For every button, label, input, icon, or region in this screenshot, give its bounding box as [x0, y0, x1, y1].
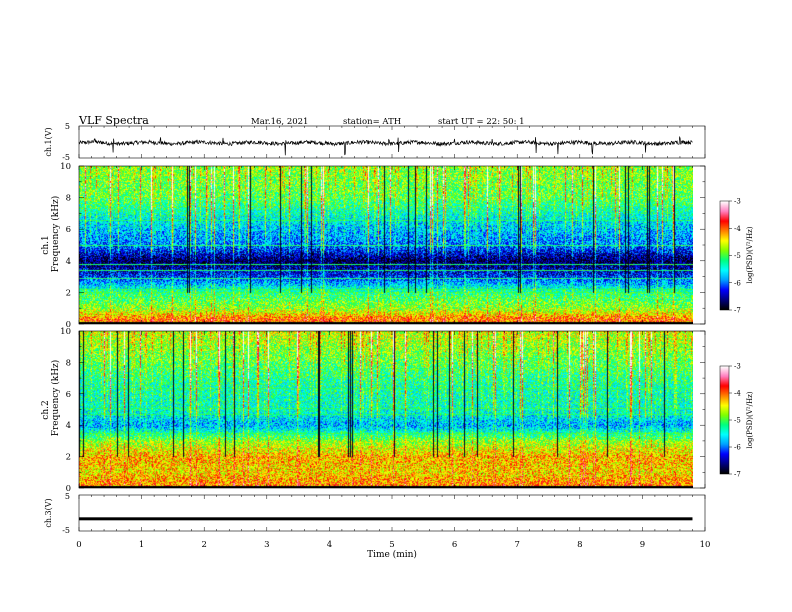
time-tick-label: 7: [514, 540, 519, 550]
time-tick-label: 0: [76, 540, 81, 550]
ch2-colorbar-label: log(PSD)(V²/Hz): [746, 391, 754, 448]
spec2-y-tick-label: 0: [66, 484, 71, 494]
cbar2-tick-label: -5: [734, 417, 741, 425]
cbar1-tick-label: -3: [734, 198, 741, 206]
ch3-ytick-top: 5: [65, 492, 70, 501]
spec1-y-tick-label: 4: [66, 257, 71, 267]
spec2-y-tick-label: 4: [66, 421, 71, 431]
ch3-waveform-panel: 5 -5 ch.3(V) 0 1 2 3 4 5 6 7 8 9 10 Time (min): [44, 492, 710, 560]
spec1-y-tick-label: 10: [60, 162, 71, 172]
ch1-x-ticks: [78, 126, 706, 158]
ch1-y-label: ch.1(V): [44, 127, 53, 156]
spec2-y-tick-label: 8: [66, 358, 71, 368]
ch1-spectrogram-x-ticks: [78, 166, 706, 324]
spec1-y-tick-label: 2: [66, 288, 71, 298]
cbar1-tick-label: -6: [734, 279, 741, 287]
cbar2-tick-label: -6: [734, 444, 741, 452]
ch2-spectrogram-x-ticks: [78, 331, 706, 488]
ch3-waveform-trace: [79, 517, 693, 521]
ch2-spectrogram-y-ticks: 0 2 4 6 8 10: [60, 327, 705, 494]
time-tick-label: 1: [139, 540, 144, 550]
ch2-spectrogram-y-label: Frequency (kHz): [50, 360, 61, 437]
ch1-waveform-trace: [78, 135, 693, 156]
ch1-colorbar-label: log(PSD)(V²/Hz): [746, 226, 754, 283]
time-tick-label: 9: [640, 540, 645, 550]
figure-title: VLF Spectra: [78, 114, 149, 127]
time-tick-label: 8: [577, 540, 582, 550]
ch1-colorbar-gradient: [720, 201, 729, 310]
ch3-waveform-frame: [78, 494, 706, 532]
spec1-y-tick-label: 0: [66, 320, 71, 330]
date-label: Mar.16, 2021: [251, 117, 308, 127]
time-tick-label: 3: [264, 540, 269, 550]
spec1-y-tick-label: 6: [66, 225, 71, 235]
ch1-waveform-panel: 5 -5 ch.1(V): [44, 122, 706, 162]
ch1-spectrogram-channel-label: ch.1: [41, 235, 51, 254]
spec2-y-tick-label: 10: [60, 327, 71, 337]
ch1-spectrogram-panel: 0 2 4 6 8 10 ch.1 Frequency (kHz): [41, 162, 706, 330]
time-tick-label: 5: [389, 540, 394, 550]
ch3-x-ticks: [78, 495, 706, 531]
cbar1-tick-label: -7: [734, 307, 741, 315]
ch2-spectrogram-image: [79, 331, 693, 488]
cbar1-tick-label: -4: [734, 225, 741, 233]
time-tick-label: 2: [201, 540, 206, 550]
start-time-label: start UT = 22: 50: 1: [438, 117, 525, 127]
cbar2-tick-label: -3: [734, 363, 741, 371]
ch1-waveform-frame: [78, 125, 706, 159]
time-axis-label: Time (min): [367, 549, 417, 560]
cbar1-tick-label: -5: [734, 252, 741, 260]
ch1-colorbar-ticks: -3 -4 -5 -6 -7: [729, 198, 741, 315]
cbar2-tick-label: -4: [734, 390, 741, 398]
ch1-spectrogram-y-label: Frequency (kHz): [50, 196, 61, 273]
ch3-ytick-bottom: -5: [62, 526, 70, 535]
ch1-ytick-top: 5: [65, 122, 70, 131]
ch2-colorbar-gradient: [720, 366, 729, 474]
spec2-y-tick-label: 6: [66, 390, 71, 400]
time-tick-label: 10: [700, 540, 711, 550]
time-tick-label: 4: [327, 540, 332, 550]
time-axis-tick-labels: 0 1 2 3 4 5 6 7 8 9 10: [76, 540, 710, 550]
ch1-ytick-bottom: -5: [62, 153, 70, 162]
spec2-y-tick-label: 2: [66, 453, 71, 463]
ch1-spectrogram-y-ticks: 0 2 4 6 8 10: [60, 162, 705, 330]
ch3-y-label: ch.3(V): [44, 498, 53, 527]
ch2-colorbar: -3 -4 -5 -6 -7 log(PSD)(V²/Hz): [719, 363, 754, 479]
ch2-colorbar-ticks: -3 -4 -5 -6 -7: [729, 363, 741, 479]
ch2-spectrogram-channel-label: ch.2: [41, 400, 51, 419]
ch1-colorbar: -3 -4 -5 -6 -7 log(PSD)(V²/Hz): [719, 198, 754, 315]
spec1-y-tick-label: 8: [66, 194, 71, 204]
cbar2-tick-label: -7: [734, 471, 741, 479]
time-tick-label: 6: [452, 540, 457, 550]
ch1-spectrogram-image: [79, 166, 693, 324]
ch2-spectrogram-panel: 0 2 4 6 8 10 ch.2 Frequency (kHz): [41, 327, 706, 494]
station-label: station= ATH: [343, 117, 401, 127]
